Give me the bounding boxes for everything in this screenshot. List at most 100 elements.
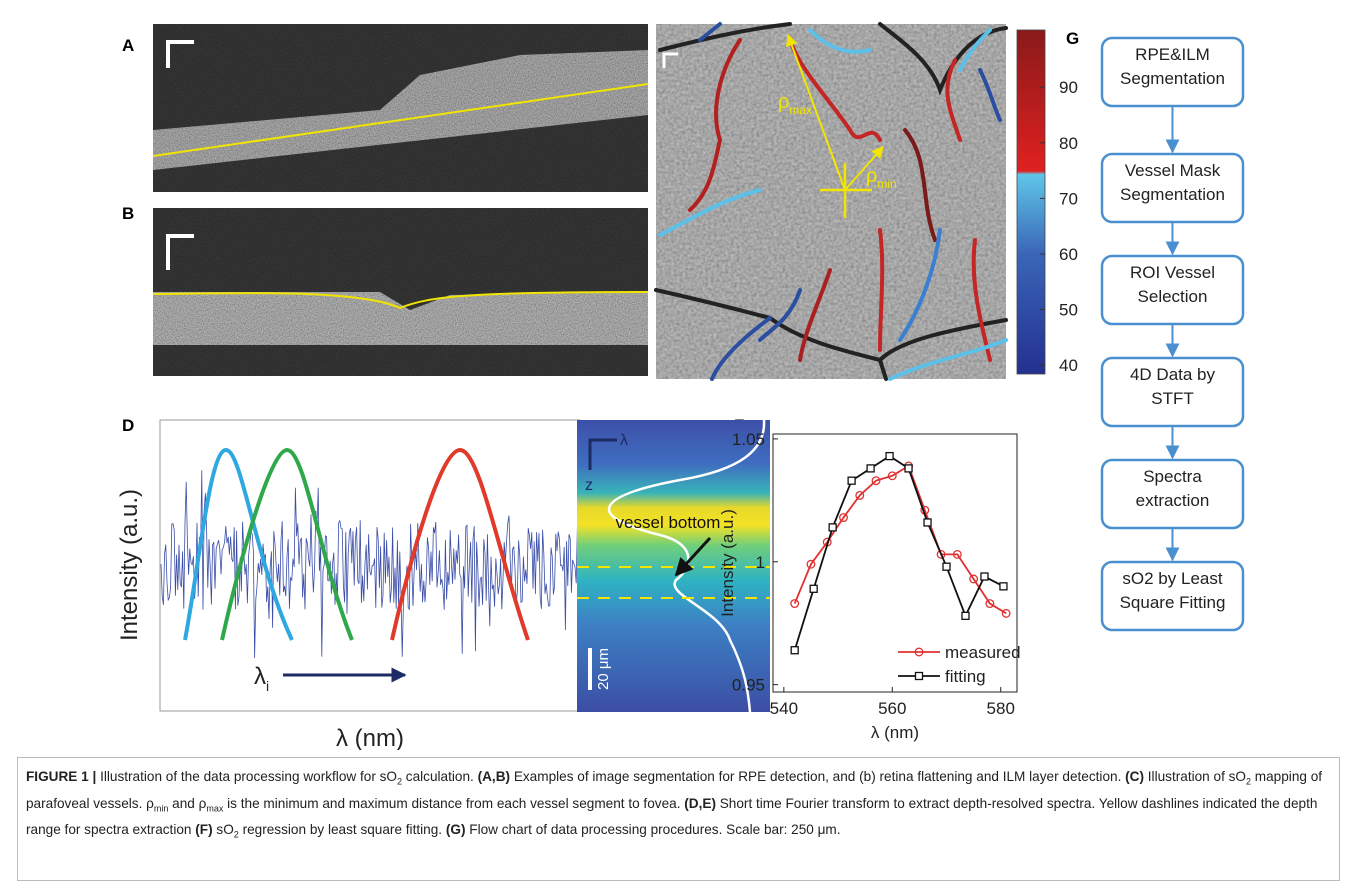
caption-text: mapping of parafoveal vessels. ρ [26, 769, 1323, 811]
marker-circle [936, 549, 946, 559]
legend-label: fitting [945, 667, 986, 686]
arrow-label: λi [254, 663, 269, 694]
flow-box-label: RPE&ILM [1135, 45, 1210, 64]
marker-circle [855, 490, 865, 500]
caption-bold: (F) [195, 822, 213, 838]
flow-box-label: Selection [1138, 287, 1208, 306]
colorbar-tick-label: 80 [1059, 134, 1078, 153]
x-tick-label: 580 [987, 699, 1015, 718]
marker-square [847, 476, 856, 485]
marker-circle [914, 647, 924, 657]
caption-text: Short time Fourier transform to extract … [26, 795, 1318, 838]
marker-circle [806, 559, 816, 569]
caption-sub: 2 [397, 776, 403, 787]
plot-frame [772, 433, 1018, 693]
marker-square [961, 611, 970, 620]
caption-text: calculation. [402, 769, 478, 784]
annotation: vessel bottom [616, 513, 721, 532]
rho-min-label: ρmin [866, 165, 897, 191]
caption-bold: (A,B) [477, 769, 511, 784]
caption-sub: 2 [1246, 776, 1252, 787]
y-tick-label: 0.95 [732, 676, 765, 695]
marker-square [914, 671, 924, 681]
caption-text: sO [212, 822, 234, 838]
flow-box-label: Segmentation [1120, 185, 1225, 204]
figure: A B C D E F G [116, 22, 1245, 750]
caption-sub: max [206, 803, 224, 814]
y-axis-title: Intensity (a.u.) [718, 509, 737, 617]
flow-box-label: Square Fitting [1120, 593, 1226, 612]
marker-square [980, 572, 989, 581]
caption-text: is the minimum and maximum distance from… [223, 795, 685, 811]
rho-subscript: min [877, 177, 896, 191]
flow-box-label: sO2 by Least [1122, 569, 1222, 588]
fit-chart: 540 560 580 0.95 1 1.05 λ (nm) Intensity (a.u.)… [718, 430, 1021, 742]
y-axis-title: Intensity (a.u.) [116, 489, 143, 641]
marker-circle [985, 599, 995, 608]
marker-square [885, 451, 894, 461]
flowchart: RPE&ILM Segmentation Vessel Mask Segmentati… [1100, 36, 1245, 632]
caption-bold: (D,E) [684, 795, 716, 811]
colorbar-tick-label: 60 [1059, 245, 1078, 264]
colorbar-ticks: 90 80 70 60 50 40 [1040, 78, 1078, 375]
x-axis-title: λ (nm) [336, 725, 404, 750]
oct-image-b [152, 208, 649, 376]
depth-spectra-panel: vessel bottom λ z 20 μm [577, 419, 770, 713]
lambda-subscript: i [266, 678, 269, 694]
series-line [793, 455, 1004, 651]
panel-label: A [122, 36, 134, 55]
x-tick-label: 560 [878, 699, 906, 718]
marker-square [809, 584, 818, 593]
caption-text: Examples of image segmentation for RPE d… [510, 769, 1126, 784]
colorbar [1016, 29, 1046, 375]
z-arrow-label: z [585, 477, 593, 494]
caption-bold: (C) [1125, 769, 1144, 784]
flow-box-label: Vessel Mask [1125, 161, 1221, 180]
rho-subscript: max [789, 103, 812, 117]
scale-label: 20 μm [595, 648, 612, 690]
vessel-map: ρmax ρmin [654, 22, 1008, 381]
caption-sub: min [153, 803, 169, 814]
oct-image-a [152, 24, 649, 192]
marker-circle [871, 476, 881, 486]
y-tick-label: 1.05 [732, 430, 765, 449]
caption-text: Flow chart of data processing procedures… [465, 822, 841, 838]
marker-square [790, 646, 799, 655]
marker-circle [887, 471, 897, 481]
caption-text: Illustration of sO [1144, 769, 1246, 784]
flow-box-label: Spectra [1143, 467, 1202, 486]
caption-text: Illustration of the data processing work… [100, 769, 397, 784]
flow-box-label: ROI Vessel [1130, 263, 1215, 282]
rho-symbol: ρ [778, 91, 789, 113]
caption-text: regression by least square fitting. [238, 822, 446, 838]
spectrum-panel: λi Intensity (a.u.) λ (nm) [116, 419, 581, 750]
caption-sub: 2 [233, 830, 239, 841]
x-tick-label: 540 [770, 699, 798, 718]
caption: FIGURE 1 | Illustration of the data proc… [17, 757, 1340, 881]
series-line [793, 464, 1007, 615]
y-tick-label: 1 [756, 553, 765, 572]
marker-circle [952, 549, 962, 559]
colorbar-tick-label: 40 [1059, 356, 1078, 375]
marker-square [828, 523, 837, 532]
marker-square [923, 518, 932, 527]
flow-box-label: Segmentation [1120, 69, 1225, 88]
rho-max-label: ρmax [778, 91, 812, 117]
marker-circle [790, 599, 800, 608]
panel-label: B [122, 204, 134, 223]
marker-square [904, 464, 913, 473]
x-arrow-label: λ [620, 432, 628, 449]
flow-box-label: extraction [1136, 491, 1210, 510]
lambda: λ [254, 663, 266, 690]
flow-box [1100, 560, 1245, 632]
caption-bold: (G) [445, 822, 466, 838]
flow-box-label: STFT [1151, 389, 1194, 408]
marker-square [866, 464, 875, 473]
colorbar-tick-label: 90 [1059, 78, 1078, 97]
noise-trace [160, 470, 579, 659]
marker-circle [969, 574, 979, 584]
flow-box-label: 4D Data by [1130, 365, 1216, 384]
x-axis-title: λ (nm) [871, 723, 919, 742]
rho-symbol: ρ [866, 165, 877, 187]
